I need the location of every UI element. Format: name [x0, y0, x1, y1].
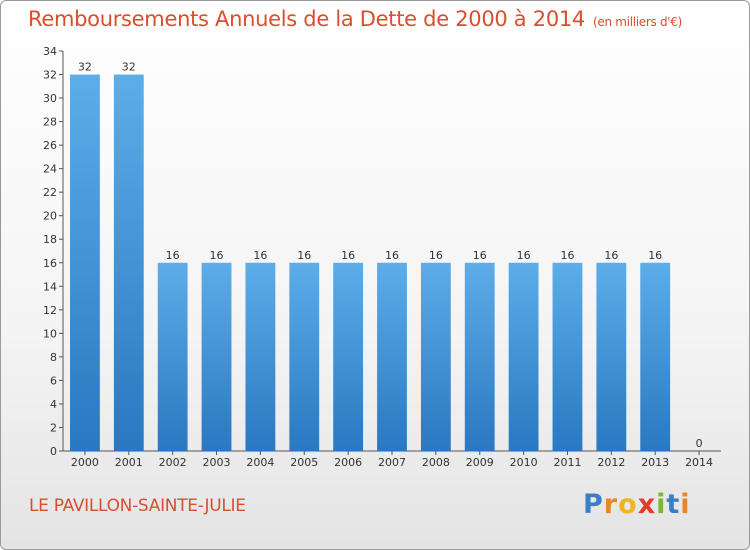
bar — [70, 74, 100, 451]
data-label: 16 — [210, 249, 224, 262]
data-label: 16 — [166, 249, 180, 262]
y-tick-label: 26 — [43, 139, 57, 152]
y-tick-label: 18 — [43, 233, 57, 246]
y-tick-label: 10 — [43, 327, 57, 340]
y-tick-label: 2 — [50, 421, 57, 434]
x-tick-label: 2000 — [71, 456, 99, 469]
y-tick-label: 34 — [43, 45, 57, 58]
logo-letter: x — [637, 489, 657, 520]
data-label: 32 — [78, 61, 92, 74]
x-tick-label: 2013 — [641, 456, 669, 469]
logo-letter: o — [618, 489, 638, 520]
x-tick-label: 2006 — [334, 456, 362, 469]
proxiti-logo: Proxiti — [583, 489, 691, 520]
x-tick-label: 2003 — [203, 456, 231, 469]
y-tick-label: 12 — [43, 304, 57, 317]
bar — [420, 262, 451, 451]
data-label: 16 — [341, 249, 355, 262]
y-tick-label: 30 — [43, 92, 57, 105]
data-label: 16 — [604, 249, 618, 262]
commune-name: LE PAVILLON-SAINTE-JULIE — [29, 496, 246, 516]
x-tick-label: 2004 — [246, 456, 274, 469]
y-tick-label: 4 — [50, 398, 57, 411]
x-tick-label: 2001 — [115, 456, 143, 469]
logo-letter: r — [603, 489, 619, 520]
bars — [70, 74, 671, 451]
data-label: 32 — [122, 61, 136, 74]
y-tick-label: 8 — [50, 351, 57, 364]
y-tick-label: 28 — [43, 116, 57, 129]
x-tick-label: 2012 — [597, 456, 625, 469]
y-tick-label: 6 — [50, 374, 57, 387]
logo-letter: P — [583, 489, 604, 520]
data-label: 0 — [696, 437, 703, 450]
x-tick-label: 2005 — [290, 456, 318, 469]
data-label: 16 — [648, 249, 662, 262]
data-label: 16 — [297, 249, 311, 262]
y-tick-label: 0 — [50, 445, 57, 458]
bar — [113, 74, 144, 451]
bar — [640, 262, 671, 451]
y-tick-label: 32 — [43, 69, 57, 82]
bar — [508, 262, 539, 451]
y-tick-label: 24 — [43, 163, 57, 176]
data-label: 16 — [385, 249, 399, 262]
logo-letter: i — [656, 489, 667, 520]
y-tick-label: 22 — [43, 186, 57, 199]
x-tick-label: 2007 — [378, 456, 406, 469]
y-tick-label: 16 — [43, 257, 57, 270]
bar — [377, 262, 407, 451]
x-tick-label: 2002 — [159, 456, 187, 469]
x-tick-label: 2008 — [422, 456, 450, 469]
data-label: 16 — [429, 249, 443, 262]
bar — [333, 262, 364, 451]
logo-letter: t — [666, 489, 681, 520]
bar — [552, 262, 583, 451]
x-tick-label: 2010 — [510, 456, 538, 469]
data-label: 16 — [253, 249, 267, 262]
data-label: 16 — [517, 249, 531, 262]
x-tick-label: 2009 — [466, 456, 494, 469]
y-tick-label: 20 — [43, 210, 57, 223]
bar — [596, 262, 627, 451]
unit-label: (en milliers d'€) — [593, 15, 683, 29]
bar — [464, 262, 495, 451]
x-tick-label: 2014 — [685, 456, 713, 469]
bar — [245, 262, 276, 451]
title-text: Remboursements Annuels de la Dette de 20… — [28, 7, 585, 31]
logo-letter: i — [680, 489, 691, 520]
data-label: 16 — [560, 249, 574, 262]
x-tick-label: 2011 — [553, 456, 581, 469]
chart-title: Remboursements Annuels de la Dette de 20… — [28, 7, 682, 31]
bar — [157, 262, 188, 451]
bar — [289, 262, 320, 451]
data-label: 16 — [473, 249, 487, 262]
y-tick-label: 14 — [43, 280, 57, 293]
bar — [201, 262, 232, 451]
data-labels: 32 32 16 16 16 16 16 16 16 16 16 16 16 16 0 — [78, 61, 703, 450]
